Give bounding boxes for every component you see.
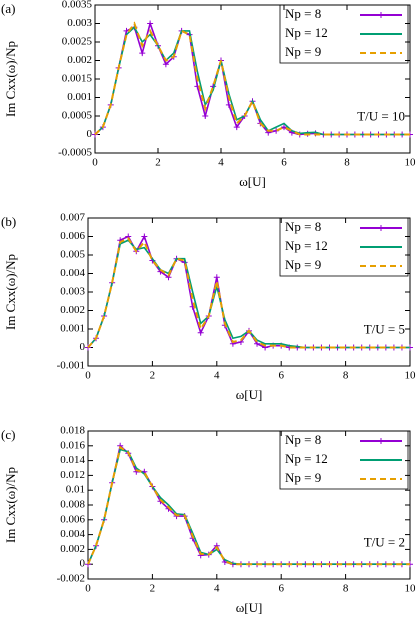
y-tick-label: 0.003 (60, 286, 85, 298)
x-tick-label: 8 (343, 583, 349, 595)
legend-marker (378, 225, 384, 231)
legend-label: Np = 12 (285, 451, 328, 466)
series-line (87, 448, 410, 565)
x-axis-label: ω[U] (236, 387, 263, 402)
series-line (87, 444, 410, 565)
point-marker (202, 113, 209, 119)
y-axis-label: Im Cxx(ω)/Np (3, 467, 18, 543)
y-tick-label: 0.001 (67, 91, 92, 103)
y-tick-label: 0.006 (60, 513, 85, 525)
x-tick-label: 2 (150, 370, 156, 382)
point-marker (213, 274, 220, 281)
point-marker (139, 50, 146, 57)
x-tick-label: 8 (343, 370, 349, 382)
y-tick-label: 0.0035 (62, 0, 93, 11)
x-tick-label: 6 (278, 370, 284, 382)
legend-marker (378, 12, 384, 18)
y-tick-label: -0.001 (57, 360, 85, 372)
x-tick-label: 4 (214, 370, 220, 382)
y-tick-label: -0.0005 (58, 147, 92, 159)
point-marker (254, 340, 261, 347)
x-tick-label: 10 (405, 583, 416, 595)
y-tick-label: 0.0015 (62, 73, 93, 85)
legend-label: Np = 9 (285, 44, 321, 59)
x-axis-label: ω[U] (236, 600, 263, 615)
annotation: T/U = 10 (357, 108, 405, 123)
legend-label: Np = 12 (285, 25, 328, 40)
panel-label: (b) (1, 214, 16, 229)
y-tick-label: 0.007 (60, 212, 85, 224)
panel-label: (a) (1, 1, 15, 16)
x-tick-label: 4 (214, 583, 220, 595)
y-axis-label: Im Cxx(ω)/Np (3, 41, 18, 117)
y-tick-label: 0.006 (60, 230, 85, 242)
y-tick-label: 0.018 (60, 425, 85, 437)
y-tick-label: 0.002 (60, 543, 85, 555)
annotation: T/U = 5 (364, 321, 405, 336)
y-tick-label: 0 (87, 128, 93, 140)
y-tick-label: 0.001 (60, 323, 85, 335)
x-tick-label: 6 (278, 583, 284, 595)
y-tick-label: 0.002 (60, 304, 85, 316)
y-tick-label: -0.002 (57, 573, 85, 585)
legend-label: Np = 8 (285, 432, 321, 447)
x-tick-label: 0 (92, 157, 98, 169)
legend-box (279, 217, 409, 277)
panel-label: (c) (1, 427, 15, 442)
y-tick-label: 0.012 (60, 469, 85, 481)
y-tick-label: 0.002 (67, 54, 92, 66)
point-marker (162, 61, 169, 68)
point-marker (197, 329, 204, 336)
series-line (87, 237, 410, 349)
x-axis-label: ω[U] (239, 174, 266, 189)
x-tick-label: 2 (150, 583, 156, 595)
y-tick-label: 0.005 (60, 249, 85, 261)
plot-frame (87, 430, 411, 580)
point-marker (233, 124, 240, 131)
legend-label: Np = 9 (285, 470, 321, 485)
x-tick-label: 10 (405, 157, 416, 169)
legend-box (279, 430, 409, 490)
series-line (94, 21, 410, 136)
x-tick-label: 6 (281, 157, 287, 169)
y-tick-label: 0.014 (60, 454, 85, 466)
point-marker (141, 233, 148, 240)
x-tick-label: 10 (405, 370, 416, 382)
x-tick-label: 2 (155, 157, 161, 169)
x-tick-label: 0 (85, 370, 91, 382)
y-tick-label: 0.008 (60, 499, 85, 511)
series-line (87, 445, 410, 566)
y-tick-label: 0 (80, 558, 86, 570)
y-tick-label: 0.0005 (62, 110, 93, 122)
legend-label: Np = 8 (285, 6, 321, 21)
y-tick-label: 0.003 (67, 17, 92, 29)
legend-label: Np = 12 (285, 238, 328, 253)
legend-label: Np = 9 (285, 257, 321, 272)
point-marker (147, 20, 154, 27)
point-marker (281, 124, 287, 131)
y-tick-label: 0.004 (60, 267, 85, 279)
y-tick-label: 0.0025 (62, 36, 93, 48)
x-tick-label: 0 (85, 583, 91, 595)
x-tick-label: 8 (344, 157, 350, 169)
y-axis-label: Im Cxx(ω)/Np (3, 254, 18, 330)
plot-frame (87, 217, 411, 367)
legend-box (279, 4, 409, 64)
annotation: T/U = 2 (364, 534, 405, 549)
y-tick-label: 0.01 (66, 484, 85, 496)
y-tick-label: 0 (80, 341, 86, 353)
plot-frame (94, 4, 411, 154)
y-tick-label: 0.016 (60, 439, 85, 451)
x-tick-label: 4 (218, 157, 224, 169)
legend-label: Np = 8 (285, 219, 321, 234)
y-tick-label: 0.004 (60, 528, 85, 540)
legend-marker (378, 438, 384, 444)
